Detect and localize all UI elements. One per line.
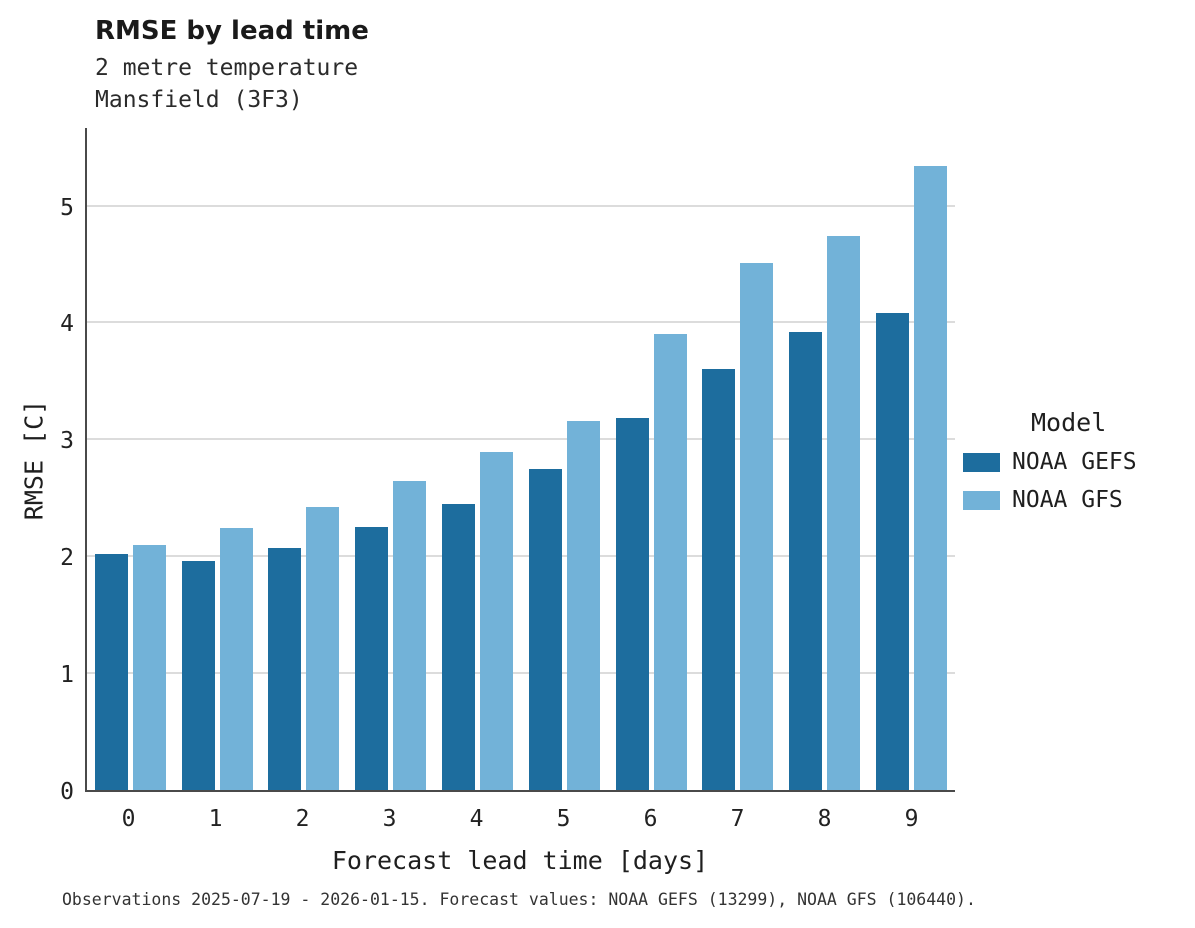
bar-noaa-gefs-day6 (615, 418, 649, 790)
gridline-y5 (87, 204, 955, 207)
x-axis-title: Forecast lead time [days] (331, 846, 709, 875)
bar-noaa-gefs-day5 (528, 468, 562, 790)
legend-title: Model (1031, 408, 1107, 437)
bar-noaa-gefs-day4 (442, 503, 476, 790)
x-tick-label-3: 3 (382, 806, 397, 832)
y-tick-label: 4 (60, 311, 74, 338)
subtitle-station: Mansfield (3F3) (95, 87, 303, 113)
subtitle-variable: 2 metre temperature (95, 55, 359, 81)
bar-noaa-gefs-day0 (94, 553, 128, 790)
bar-noaa-gfs-day7 (740, 262, 774, 790)
bar-noaa-gefs-day9 (876, 313, 910, 790)
x-tick-label-8: 8 (817, 806, 832, 832)
legend-swatch (963, 490, 1000, 510)
legend-entries: NOAA GEFS NOAA GFS (963, 449, 1183, 513)
bar-group-1 (174, 128, 261, 790)
y-tick-labels: 0 1 2 3 4 5 (34, 128, 74, 806)
bar-group-8 (781, 128, 868, 790)
bar-noaa-gfs-day9 (914, 165, 948, 790)
gridline-y3 (87, 438, 955, 441)
bar-group-4 (434, 128, 521, 790)
plot-area (85, 128, 955, 792)
y-tick-label: 2 (60, 545, 74, 572)
y-tick-label: 3 (60, 428, 74, 455)
legend: Model NOAA GEFS NOAA GFS (963, 408, 1183, 525)
bar-noaa-gefs-day2 (268, 548, 302, 790)
x-tick-label-5: 5 (556, 806, 571, 832)
y-tick-label: 5 (60, 194, 74, 221)
x-tick-label-6: 6 (643, 806, 658, 832)
y-tick-label: 1 (60, 662, 74, 689)
bar-noaa-gfs-day2 (306, 507, 340, 790)
legend-label: NOAA GEFS (1012, 449, 1137, 475)
bar-group-2 (261, 128, 348, 790)
bar-noaa-gefs-day3 (355, 526, 389, 790)
gridline-y1 (87, 672, 955, 675)
bar-noaa-gefs-day8 (789, 331, 823, 790)
bar-noaa-gfs-day1 (219, 528, 253, 790)
gridline-y4 (87, 321, 955, 324)
bar-noaa-gfs-day4 (480, 452, 514, 790)
legend-entry-noaa-gefs: NOAA GEFS (963, 449, 1183, 475)
bar-noaa-gfs-day8 (827, 235, 861, 790)
chart-subtitle: 2 metre temperature Mansfield (3F3) (95, 52, 358, 116)
legend-swatch (963, 452, 1000, 472)
footnote: Observations 2025-07-19 - 2026-01-15. Fo… (62, 890, 976, 909)
bar-group-6 (608, 128, 695, 790)
bar-noaa-gefs-day1 (181, 560, 215, 790)
bar-noaa-gfs-day5 (566, 420, 600, 790)
x-tick-label-0: 0 (121, 806, 136, 832)
legend-entry-noaa-gfs: NOAA GFS (963, 487, 1183, 513)
y-tick-label: 0 (60, 779, 74, 805)
chart-title: RMSE by lead time (95, 16, 369, 46)
bar-noaa-gfs-day3 (393, 481, 427, 790)
gridline-y2 (87, 555, 955, 558)
x-tick-label-1: 1 (208, 806, 223, 832)
legend-label: NOAA GFS (1012, 487, 1123, 513)
x-tick-label-4: 4 (469, 806, 484, 832)
bar-group-9 (868, 128, 955, 790)
bar-group-3 (347, 128, 434, 790)
bar-group-0 (87, 128, 174, 790)
bar-group-7 (695, 128, 782, 790)
bar-noaa-gfs-day0 (132, 544, 166, 790)
bars-container (87, 128, 955, 790)
x-tick-label-7: 7 (730, 806, 745, 832)
x-tick-label-9: 9 (904, 806, 919, 832)
bar-noaa-gefs-day7 (702, 369, 736, 790)
bar-noaa-gfs-day6 (653, 334, 687, 790)
x-tick-labels: 0 1 2 3 4 5 6 7 8 9 (85, 806, 955, 832)
x-tick-label-2: 2 (295, 806, 310, 832)
bar-group-5 (521, 128, 608, 790)
